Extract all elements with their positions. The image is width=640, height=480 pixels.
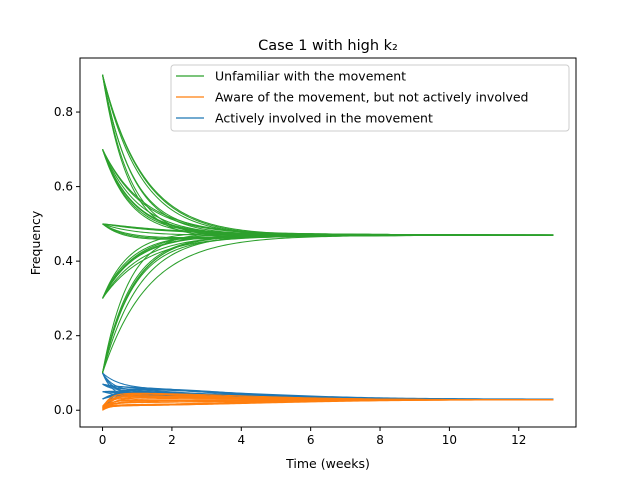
y-tick-label: 0.4 — [54, 254, 73, 268]
x-tick-label: 6 — [307, 433, 315, 447]
x-tick-label: 10 — [442, 433, 457, 447]
y-tick-label: 0.8 — [54, 105, 73, 119]
legend-label-aware: Aware of the movement, but not actively … — [215, 90, 528, 105]
x-tick-label: 4 — [237, 433, 245, 447]
legend-label-unfamiliar: Unfamiliar with the movement — [215, 69, 406, 84]
y-axis-label: Frequency — [28, 210, 43, 275]
x-tick-label: 8 — [376, 433, 384, 447]
y-tick-label: 0.0 — [54, 403, 73, 417]
legend-label-active: Actively involved in the movement — [215, 111, 433, 126]
y-tick-label: 0.2 — [54, 329, 73, 343]
x-tick-label: 12 — [511, 433, 526, 447]
y-tick-label: 0.6 — [54, 180, 73, 194]
x-axis-label: Time (weeks) — [285, 456, 370, 471]
chart-title: Case 1 with high k₂ — [258, 38, 398, 54]
x-tick-label: 2 — [168, 433, 176, 447]
legend: Unfamiliar with the movement Aware of the… — [171, 65, 569, 131]
x-tick-label: 0 — [99, 433, 107, 447]
